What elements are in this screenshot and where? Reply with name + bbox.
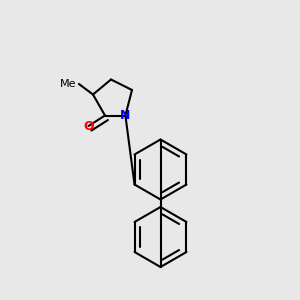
Text: N: N [120,109,130,122]
Text: Me: Me [59,79,76,89]
Text: O: O [83,119,94,133]
